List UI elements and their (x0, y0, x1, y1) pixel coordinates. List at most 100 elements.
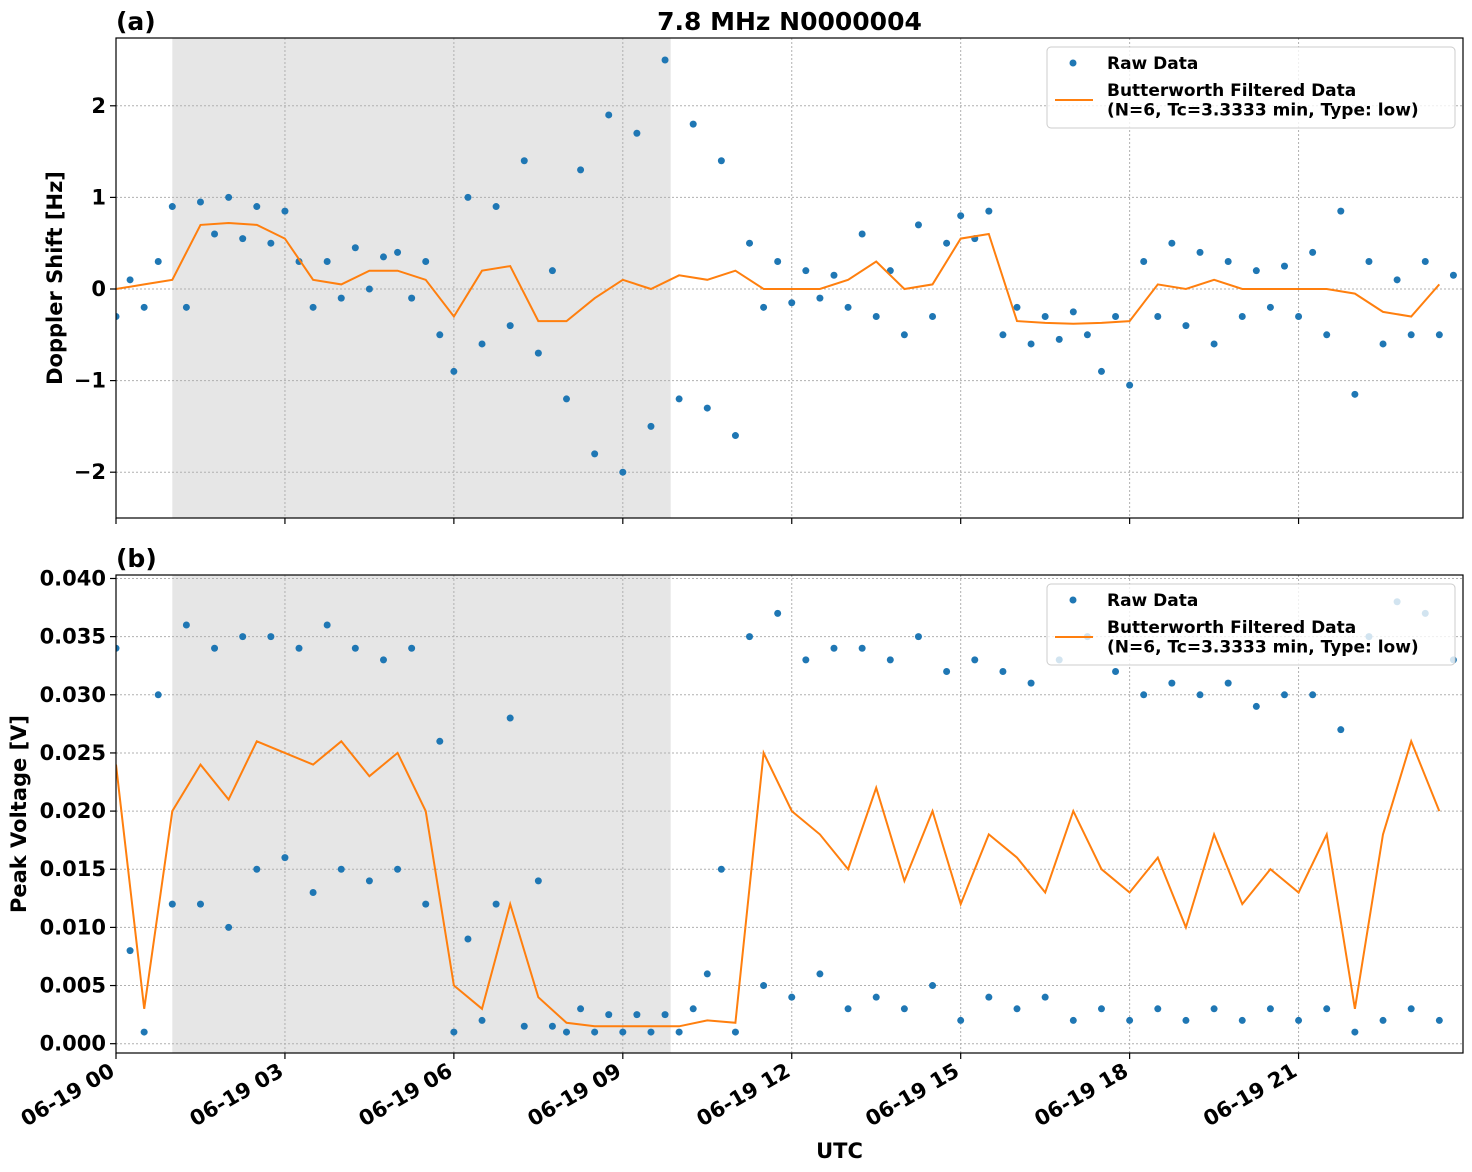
raw-data-point (1435, 331, 1443, 339)
raw-data-point (872, 993, 880, 1001)
raw-data-point (717, 157, 725, 165)
raw-data-point (450, 367, 458, 375)
raw-data-point (999, 331, 1007, 339)
raw-data-point (225, 193, 233, 201)
legend-box (1046, 46, 1456, 129)
raw-data-point (379, 253, 387, 261)
raw-data-point (1379, 340, 1387, 348)
legend-label: Butterworth Filtered Data (N=6, Tc=3.3333… (1107, 618, 1419, 658)
raw-data-point (1126, 381, 1134, 389)
raw-data-point (971, 656, 979, 664)
legend-label: Raw Data (1107, 591, 1198, 611)
raw-data-point (957, 212, 965, 220)
panel-label: (b) (116, 544, 157, 573)
raw-data-point (196, 900, 204, 908)
raw-data-point (281, 207, 289, 215)
raw-data-point (675, 1028, 683, 1036)
raw-data-point (168, 900, 176, 908)
raw-data-point (886, 656, 894, 664)
raw-data-point (1266, 303, 1274, 311)
raw-data-point (267, 239, 275, 247)
raw-data-point (900, 331, 908, 339)
raw-data-point (914, 221, 922, 229)
raw-data-point (1309, 248, 1317, 256)
raw-data-point (760, 982, 768, 990)
raw-data-point (323, 258, 331, 266)
raw-data-point (168, 203, 176, 211)
raw-data-point (717, 865, 725, 873)
raw-data-point (379, 656, 387, 664)
x-tick-label: 06-19 21 (1199, 1059, 1301, 1132)
x-tick-label: 06-19 09 (524, 1059, 626, 1132)
raw-data-point (1337, 726, 1345, 734)
raw-data-point (1407, 331, 1415, 339)
raw-data-point (1168, 679, 1176, 687)
raw-data-point (211, 644, 219, 652)
legend-marker (1069, 59, 1077, 67)
raw-data-point (464, 193, 472, 201)
raw-data-point (577, 166, 585, 174)
y-tick-label: 0 (91, 277, 106, 301)
raw-data-point (943, 668, 951, 676)
raw-data-point (1069, 1016, 1077, 1024)
raw-data-point (746, 239, 754, 247)
legend-label: Butterworth Filtered Data (N=6, Tc=3.3333… (1107, 81, 1419, 121)
raw-data-point (1323, 1005, 1331, 1013)
raw-data-point (196, 198, 204, 206)
raw-data-point (1041, 993, 1049, 1001)
raw-data-point (1365, 258, 1373, 266)
raw-data-point (1196, 691, 1204, 699)
raw-data-point (633, 1011, 641, 1019)
raw-data-point (408, 294, 416, 302)
y-axis-label: Doppler Shift [Hz] (43, 171, 67, 385)
x-tick-label: 06-19 03 (186, 1059, 288, 1132)
raw-data-point (914, 633, 922, 641)
y-tick-label: 0.005 (40, 974, 106, 998)
raw-data-point (830, 644, 838, 652)
raw-data-point (858, 230, 866, 238)
raw-data-point (1295, 312, 1303, 320)
raw-data-point (225, 923, 233, 931)
raw-data-point (1055, 335, 1063, 343)
raw-data-point (126, 947, 134, 955)
raw-data-point (211, 230, 219, 238)
raw-data-point (1280, 691, 1288, 699)
raw-data-point (1337, 207, 1345, 215)
raw-data-point (591, 1028, 599, 1036)
x-tick-label: 06-19 00 (17, 1059, 119, 1132)
y-tick-label: 0.040 (40, 566, 106, 590)
raw-data-point (281, 854, 289, 862)
y-axis-label: Peak Voltage [V] (7, 715, 31, 913)
raw-data-point (1013, 1005, 1021, 1013)
raw-data-point (1140, 258, 1148, 266)
raw-data-point (408, 644, 416, 652)
raw-data-point (154, 258, 162, 266)
chart-title: 7.8 MHz N0000004 (657, 7, 922, 36)
raw-data-point (1126, 1016, 1134, 1024)
raw-data-point (1252, 267, 1260, 275)
raw-data-point (605, 1011, 613, 1019)
raw-data-point (182, 621, 190, 629)
raw-data-point (858, 644, 866, 652)
filtered-line (116, 738, 1441, 1028)
raw-data-point (563, 1028, 571, 1036)
raw-data-point (661, 1011, 669, 1019)
raw-data-point (1238, 312, 1246, 320)
raw-data-point (788, 993, 796, 1001)
raw-data-point (900, 1005, 908, 1013)
raw-data-point (351, 244, 359, 252)
raw-data-point (689, 120, 697, 128)
raw-data-point (1069, 308, 1077, 316)
raw-data-point (239, 633, 247, 641)
raw-data-point (534, 349, 542, 357)
raw-data-point (154, 691, 162, 699)
raw-data-point (548, 267, 556, 275)
raw-data-point (689, 1005, 697, 1013)
panel-label: (a) (116, 7, 156, 36)
raw-data-point (267, 633, 275, 641)
raw-data-point (520, 1022, 528, 1030)
raw-data-point (731, 1028, 739, 1036)
raw-data-point (436, 737, 444, 745)
raw-data-point (1252, 702, 1260, 710)
raw-data-point (1449, 271, 1457, 279)
